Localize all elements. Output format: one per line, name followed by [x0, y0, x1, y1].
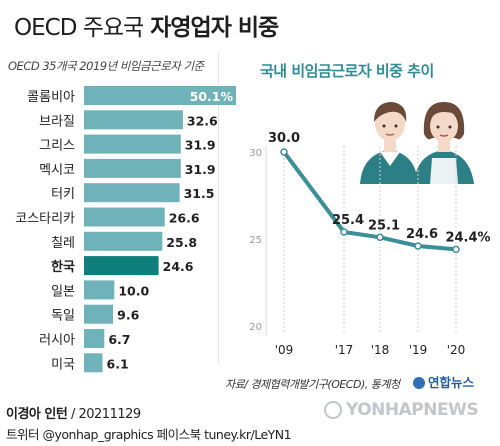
- line-chart: 20 25 30 '09 '17 '18 '19 '20 30.0 25.4 25.1 24.6 24.…: [249, 131, 490, 357]
- bar-label-0: 콜롬비아: [27, 90, 75, 105]
- bar-label-5: 코스타리카: [15, 212, 75, 227]
- x-tick-3: '19: [409, 343, 428, 357]
- bar-label-1: 브라질: [39, 114, 75, 129]
- bar-value-4: 31.5: [184, 186, 215, 201]
- bar-value-8: 10.0: [118, 283, 149, 298]
- female-worker-icon: [414, 102, 474, 184]
- bar-label-7: 한국: [51, 259, 75, 275]
- x-tick-4: '20: [447, 343, 466, 357]
- bar-value-9: 9.6: [117, 308, 139, 323]
- bar-value-0: 50.1%: [190, 89, 234, 104]
- y-tick-2: 30: [249, 148, 262, 159]
- y-tick-0: 20: [249, 322, 262, 333]
- bar-9: [84, 304, 114, 324]
- point-label-1: 25.4: [332, 213, 364, 228]
- bar-value-2: 31.9: [185, 138, 216, 153]
- bar-label-4: 터키: [51, 187, 75, 202]
- bar-11: [84, 353, 103, 373]
- bar-3: [84, 158, 181, 178]
- bar-label-3: 멕시코: [39, 163, 75, 178]
- source-note: 자료/ 경제협력개발기구(OECD), 통계청: [225, 378, 400, 391]
- bar-8: [84, 280, 115, 300]
- x-tick-2: '18: [371, 343, 390, 357]
- line-chart-title: 국내 비임금근로자 비중 추이: [260, 62, 434, 80]
- bar-1: [84, 110, 183, 130]
- bar-label-8: 일본: [51, 284, 75, 299]
- bar-10: [84, 329, 105, 348]
- watermark-ring-icon: [324, 401, 342, 419]
- page-title-prefix: OECD 주요국: [14, 15, 144, 41]
- page-title-main: 자영업자 비중: [150, 15, 279, 41]
- bar-value-3: 31.9: [185, 162, 216, 177]
- bar-2: [84, 134, 181, 154]
- male-worker-icon: [360, 102, 418, 184]
- bar-value-11: 6.1: [107, 356, 129, 371]
- credit-author: 이경아 인턴: [6, 407, 68, 422]
- yonhap-logo-icon: [413, 377, 425, 389]
- x-tick-1: '17: [335, 343, 354, 357]
- bar-label-6: 칠레: [51, 236, 75, 251]
- bar-label-11: 미국: [51, 357, 75, 372]
- social-line: 트위터 @yonhap_graphics 페이스북 tuney.kr/LeYN1: [6, 427, 292, 442]
- bar-chart: 콜롬비아 50.1% 브라질 32.6 그리스 31.9 멕시코 31.9 터키 31.5 코스타리…: [15, 86, 236, 373]
- bar-0: [84, 86, 236, 105]
- bar-5: [84, 207, 165, 227]
- bar-value-7: 24.6: [163, 259, 194, 274]
- bar-value-6: 25.8: [166, 235, 197, 250]
- bar-4: [84, 183, 180, 203]
- panel-divider: [218, 52, 219, 364]
- bar-value-10: 6.7: [108, 332, 130, 347]
- point-label-0: 30.0: [268, 131, 300, 146]
- point-label-3: 24.6: [406, 227, 438, 242]
- workers-illustration: [360, 102, 474, 184]
- point-0: [280, 148, 288, 156]
- point-label-2: 25.1: [368, 218, 400, 233]
- bar-value-1: 32.6: [187, 113, 218, 128]
- point-3: [414, 242, 422, 250]
- point-2: [376, 233, 384, 242]
- watermark: YONHAPNEWS: [324, 400, 479, 420]
- point-1: [340, 228, 348, 236]
- bar-label-9: 독일: [51, 309, 75, 324]
- yonhap-logo: 연합뉴스: [413, 372, 474, 391]
- bar-value-5: 26.6: [169, 211, 200, 226]
- y-tick-1: 25: [249, 235, 262, 246]
- bar-label-10: 러시아: [39, 333, 75, 348]
- point-label-4: 24.4%: [445, 230, 490, 245]
- bar-6: [84, 231, 163, 251]
- bar-chart-subtitle: OECD 35개국 2019년 비임금근로자 기준: [8, 59, 204, 73]
- bar-7: [84, 256, 159, 276]
- bar-label-2: 그리스: [39, 139, 75, 154]
- credit-line: 이경아 인턴 / 20211129: [6, 403, 141, 422]
- credit-date: / 20211129: [70, 407, 141, 422]
- page-title: OECD 주요국 자영업자 비중: [14, 8, 279, 42]
- point-4: [452, 245, 460, 254]
- x-tick-0: '09: [275, 343, 294, 357]
